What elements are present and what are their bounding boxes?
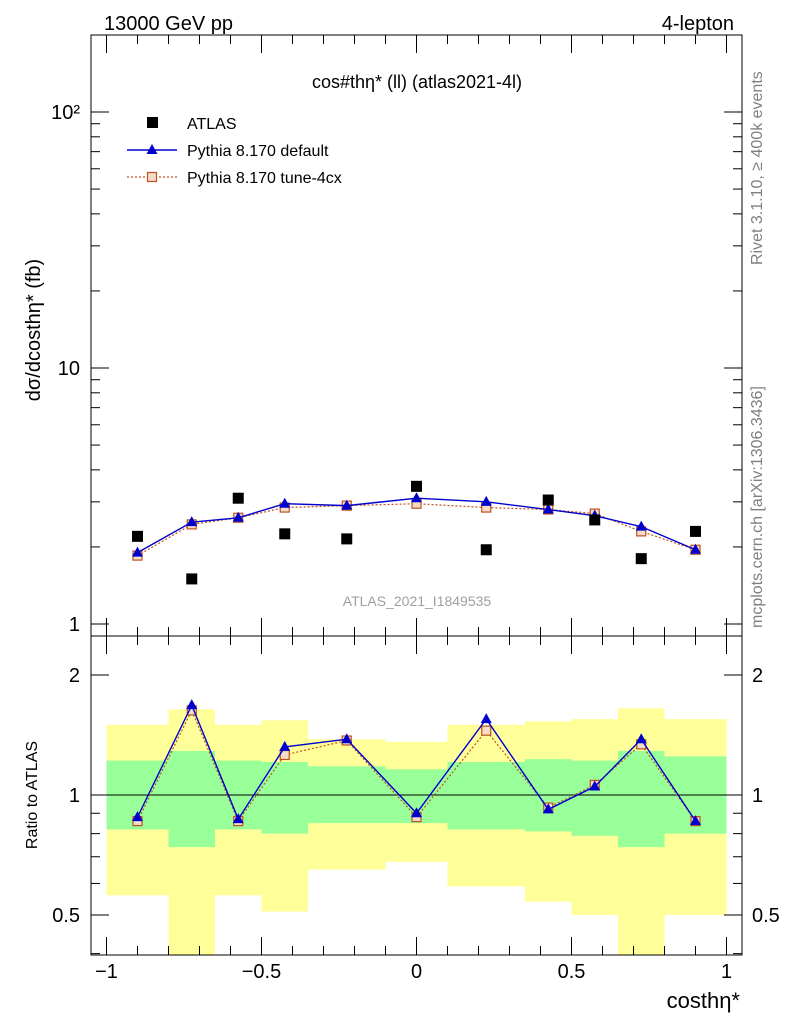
main-y-tick-label: 1 — [69, 614, 80, 636]
ratio-y-tick-label-right: 2 — [752, 665, 763, 687]
inner-band-bin — [571, 760, 618, 836]
x-axis-label: costhη* — [667, 988, 741, 1013]
legend-default-marker — [146, 144, 158, 154]
legend-default-label: Pythia 8.170 default — [187, 143, 329, 160]
data-point — [411, 492, 422, 503]
ratio-y-tick-label-right: 0.5 — [752, 905, 780, 927]
data-point — [480, 495, 492, 506]
main-series-layer — [132, 480, 701, 585]
data-point — [232, 492, 244, 504]
data-point — [542, 803, 554, 814]
inner-band-bin — [618, 750, 665, 848]
legend-tune-label: Pythia 8.170 tune-4cx — [187, 170, 342, 187]
data-point — [635, 520, 647, 531]
legend-atlas-marker — [147, 117, 158, 128]
data-point — [341, 499, 353, 510]
main-y-tick-label: 10² — [51, 102, 80, 124]
data-point — [341, 533, 353, 545]
inner-band-bin — [168, 750, 215, 848]
header-right-label: 4-lepton — [662, 13, 734, 35]
mcplots-site-label: mcplots.cern.ch [arXiv:1306.3436] — [749, 386, 766, 628]
data-point — [542, 494, 554, 506]
ratio-y-tick-label: 2 — [69, 665, 80, 687]
data-point — [132, 546, 143, 557]
data-point — [635, 733, 647, 744]
data-point — [279, 528, 291, 540]
x-tick-label: −1 — [95, 961, 118, 983]
data-point — [411, 807, 422, 818]
data-point — [132, 530, 143, 542]
inner-band-bin — [447, 761, 525, 830]
x-tick-label: 1 — [721, 961, 732, 983]
data-point — [480, 713, 492, 724]
ratio-y-tick-label: 1 — [69, 785, 80, 807]
data-point — [186, 516, 198, 527]
main-y-tick-label: 10 — [58, 358, 80, 380]
x-tick-label: 0.5 — [558, 961, 586, 983]
ratio-y-axis-label: Ratio to ATLAS — [24, 741, 41, 849]
data-point — [481, 725, 492, 736]
data-point — [279, 740, 291, 751]
header-left-label: 13000 GeV pp — [104, 13, 233, 35]
data-point — [279, 497, 291, 508]
ratio-axes-layer: −1 −0.5 0 0.5 1 0.5 0.5 1 1 2 2 — [52, 635, 780, 983]
data-point — [690, 543, 701, 554]
data-point — [690, 815, 701, 826]
data-point — [186, 573, 198, 585]
legend: ATLAS Pythia 8.170 default Pythia 8.170 … — [127, 116, 342, 187]
data-point — [132, 811, 143, 822]
legend-atlas-label: ATLAS — [187, 116, 237, 133]
legend-tune-marker — [146, 171, 158, 183]
inner-band-bin — [261, 761, 308, 834]
data-point — [635, 553, 647, 565]
data-point — [589, 780, 601, 791]
rivet-version-label: Rivet 3.1.10, ≥ 400k events — [749, 71, 766, 265]
ratio-bands-layer — [91, 708, 742, 955]
main-title: cos#thη* (ll) (atlas2021-4l) — [312, 72, 522, 92]
ratio-y-tick-label: 0.5 — [52, 905, 80, 927]
ratio-series-layer — [132, 699, 701, 827]
data-point — [186, 699, 198, 710]
data-point — [542, 503, 554, 514]
main-y-axis-label: dσ/dcosthη* (fb) — [23, 259, 45, 401]
data-point — [411, 480, 422, 492]
data-point — [232, 813, 244, 824]
x-tick-label: −0.5 — [242, 961, 281, 983]
analysis-watermark: ATLAS_2021_I1849535 — [343, 593, 492, 609]
data-point — [341, 733, 353, 744]
data-point — [232, 511, 244, 522]
x-tick-label: 0 — [411, 961, 422, 983]
series-line — [137, 503, 696, 557]
data-point — [480, 544, 492, 556]
data-point — [589, 514, 601, 526]
data-point — [690, 525, 701, 537]
ratio-y-tick-label-right: 1 — [752, 785, 763, 807]
